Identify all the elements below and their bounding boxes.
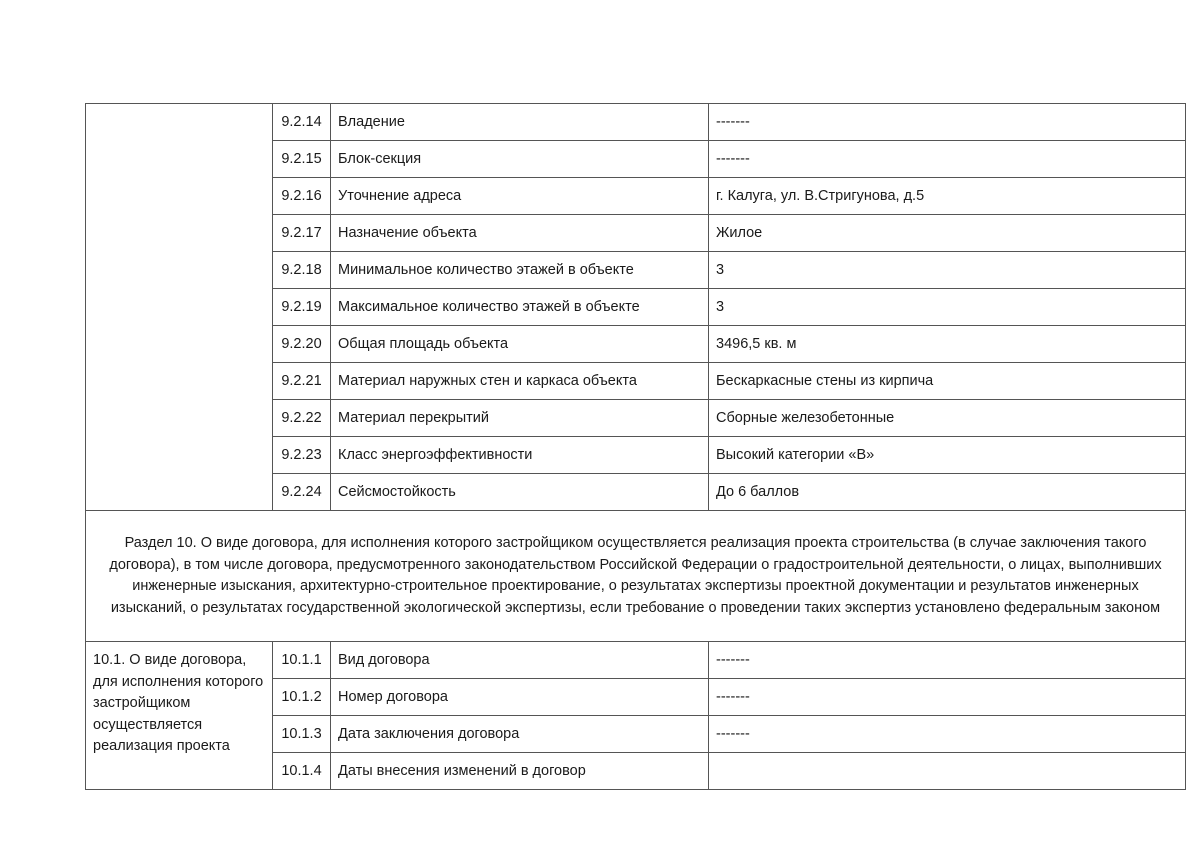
table-row: 9.2.23 Класс энергоэффективности Высокий к…: [86, 436, 1186, 474]
row-label: Материал перекрытий: [330, 399, 709, 437]
row-number: 9.2.24: [272, 473, 331, 511]
table-row: 9.2.18 Минимальное количество этажей в об…: [86, 251, 1186, 289]
table-row: 9.2.21 Материал наружных стен и каркаса о…: [86, 362, 1186, 400]
subsection-label: 10.1. О виде договора, для исполнения ко…: [85, 641, 273, 790]
row-number: 9.2.18: [272, 251, 331, 289]
row-number: 9.2.19: [272, 288, 331, 326]
row-number: 9.2.17: [272, 214, 331, 252]
row-number: 10.1.3: [272, 715, 331, 753]
table-row: 10.1.3 Дата заключения договора -------: [86, 715, 1186, 753]
row-number: 10.1.4: [272, 752, 331, 790]
table-row: 9.2.20 Общая площадь объекта 3496,5 кв. м: [86, 325, 1186, 363]
row-number: 9.2.21: [272, 362, 331, 400]
table-row: 9.2.16 Уточнение адреса г. Калуга, ул. В.С…: [86, 177, 1186, 215]
row-label: Вид договора: [330, 641, 709, 679]
row-number: 9.2.20: [272, 325, 331, 363]
empty-group-cell: [85, 103, 273, 511]
table-row: 10.1.2 Номер договора -------: [86, 678, 1186, 716]
row-value: -------: [708, 641, 1186, 679]
row-value: -------: [708, 103, 1186, 141]
table-row: 10.1. О виде договора, для исполнения ко…: [85, 641, 1186, 790]
row-label: Класс энергоэффективности: [330, 436, 709, 474]
table-row: 9.2.15 Блок-секция -------: [86, 140, 1186, 178]
row-label: Сейсмостойкость: [330, 473, 709, 511]
row-label: Владение: [330, 103, 709, 141]
row-label: Уточнение адреса: [330, 177, 709, 215]
row-value: 3: [708, 288, 1186, 326]
table-row: 9.2.22 Материал перекрытий Сборные железоб…: [86, 399, 1186, 437]
table-row: 10.1.4 Даты внесения изменений в договор: [86, 752, 1186, 790]
document-table: 9.2.14 Владение ------- 9.2.15 Блок-секция --…: [85, 103, 1186, 790]
row-number: 9.2.16: [272, 177, 331, 215]
row-label: Номер договора: [330, 678, 709, 716]
table-row: 9.2.17 Назначение объекта Жилое: [86, 214, 1186, 252]
row-value: г. Калуга, ул. В.Стригунова, д.5: [708, 177, 1186, 215]
row-label: Минимальное количество этажей в объекте: [330, 251, 709, 289]
row-label: Общая площадь объекта: [330, 325, 709, 363]
row-value: Сборные железобетонные: [708, 399, 1186, 437]
row-label: Дата заключения договора: [330, 715, 709, 753]
row-value: -------: [708, 678, 1186, 716]
row-label: Материал наружных стен и каркаса объекта: [330, 362, 709, 400]
row-number: 9.2.22: [272, 399, 331, 437]
row-number: 9.2.14: [272, 103, 331, 141]
row-label: Даты внесения изменений в договор: [330, 752, 709, 790]
row-label: Максимальное количество этажей в объекте: [330, 288, 709, 326]
row-value: Высокий категории «В»: [708, 436, 1186, 474]
row-value: 3496,5 кв. м: [708, 325, 1186, 363]
row-value: [708, 752, 1186, 790]
table-row: 9.2.14 Владение -------: [85, 103, 1186, 511]
row-value: Жилое: [708, 214, 1186, 252]
row-value: 3: [708, 251, 1186, 289]
row-value: -------: [708, 715, 1186, 753]
row-number: 10.1.1: [272, 641, 331, 679]
row-value: -------: [708, 140, 1186, 178]
row-label: Блок-секция: [330, 140, 709, 178]
table-row: 9.2.24 Сейсмостойкость До 6 баллов: [86, 473, 1186, 511]
row-value: До 6 баллов: [708, 473, 1186, 511]
row-number: 9.2.15: [272, 140, 331, 178]
row-value: Бескаркасные стены из кирпича: [708, 362, 1186, 400]
section-10-heading: Раздел 10. О виде договора, для исполнен…: [85, 510, 1186, 642]
row-label: Назначение объекта: [330, 214, 709, 252]
row-number: 10.1.2: [272, 678, 331, 716]
row-number: 9.2.23: [272, 436, 331, 474]
